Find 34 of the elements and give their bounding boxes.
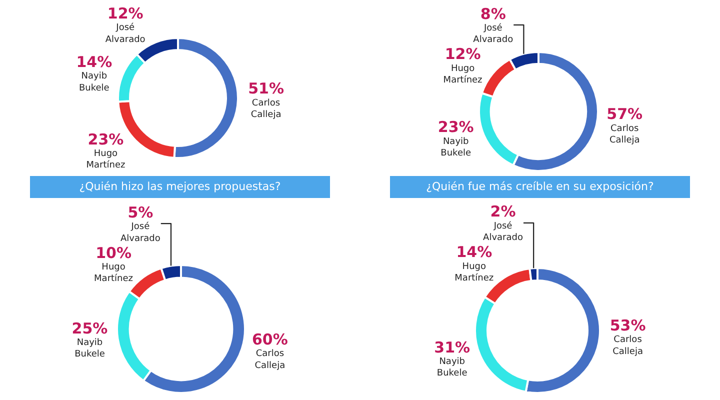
slice-label: Carlos Calleja	[250, 98, 282, 120]
data-label: 5%	[128, 203, 154, 222]
slice-label: Hugo Martínez	[94, 262, 134, 284]
data-label: 10%	[96, 244, 132, 262]
slice-label: Hugo Martínez	[454, 262, 494, 284]
slice-label: Carlos Calleja	[254, 349, 286, 371]
slice-label: José Alvarado	[473, 22, 514, 46]
data-label: 23%	[88, 130, 124, 148]
data-label: 14%	[76, 52, 112, 71]
slice-label: José Alvarado	[105, 22, 146, 45]
slice-label: Hugo Martínez	[86, 149, 126, 171]
data-label: 2%	[490, 202, 516, 221]
chart-title: ¿Quién fue más creíble en su exposición?	[390, 176, 690, 198]
data-label: 23%	[438, 118, 474, 136]
data-label: 8%	[480, 4, 506, 23]
chart-title: ¿Quién hizo las mejores propuestas?	[30, 176, 330, 198]
data-label: 31%	[434, 338, 470, 356]
data-label: 57%	[606, 105, 643, 124]
slice-label: Nayib Bukele	[78, 72, 110, 94]
slice-label: José Alvarado	[120, 221, 161, 244]
slice-label: José Alvarado	[483, 220, 524, 244]
data-label: 51%	[248, 80, 284, 98]
slice-label: Carlos Calleja	[612, 335, 643, 357]
data-label: 60%	[252, 330, 288, 349]
slice-label: Nayib Bukele	[436, 357, 468, 379]
slice-label: Hugo Martínez	[443, 64, 483, 86]
slice-label: Nayib Bukele	[440, 136, 472, 159]
slice-label: Carlos Calleja	[609, 124, 640, 146]
slice-label: Nayib Bukele	[74, 338, 106, 360]
data-label: 12%	[444, 45, 481, 64]
data-label: 12%	[107, 4, 144, 23]
data-label: 25%	[72, 319, 108, 338]
data-label: 14%	[456, 243, 492, 262]
data-label: 53%	[610, 316, 646, 334]
